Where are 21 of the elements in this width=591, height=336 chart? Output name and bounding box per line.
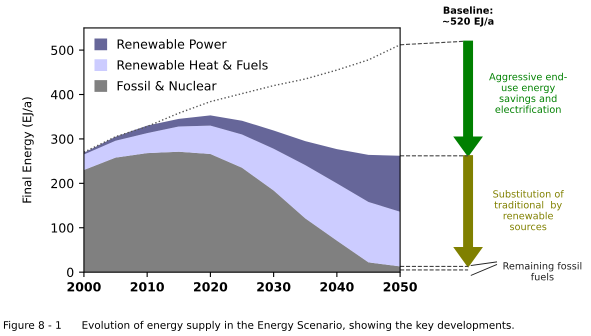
text: Aggressive end- use energy savings and electrification [489, 72, 567, 113]
x-tick-label: 2050 [384, 282, 417, 292]
x-tick-label: 2040 [320, 282, 354, 292]
text: Remaining fossil fuels [504, 262, 582, 280]
x-tick-label: 2010 [130, 282, 164, 292]
text: Baseline: ~520 EJ/a [443, 6, 494, 27]
legend-label: Fossil & Nuclear [118, 80, 217, 91]
y-axis-title: Final Energy (EJ/a) [22, 97, 34, 203]
x-tick-label: 2020 [194, 282, 228, 292]
y-tick-label: 400 [50, 90, 74, 100]
x-tick-label: 2030 [257, 282, 290, 292]
y-tick-label: 0 [67, 268, 74, 278]
text: Substitution of traditional by renewable sources [493, 190, 564, 230]
legend-label: Renewable Power [118, 39, 227, 49]
x-tick-label: 2000 [68, 282, 101, 292]
y-tick-label: 500 [51, 46, 74, 56]
y-tick-label: 100 [52, 223, 74, 233]
y-tick-label: 200 [51, 178, 74, 188]
caption: Figure 8 - 1 Evolution of energy supply in the Energy Scenario, showing the key developments. [4, 320, 514, 331]
legend-label: Renewable Heat & Fuels [118, 60, 268, 70]
y-tick-label: 300 [51, 134, 74, 144]
